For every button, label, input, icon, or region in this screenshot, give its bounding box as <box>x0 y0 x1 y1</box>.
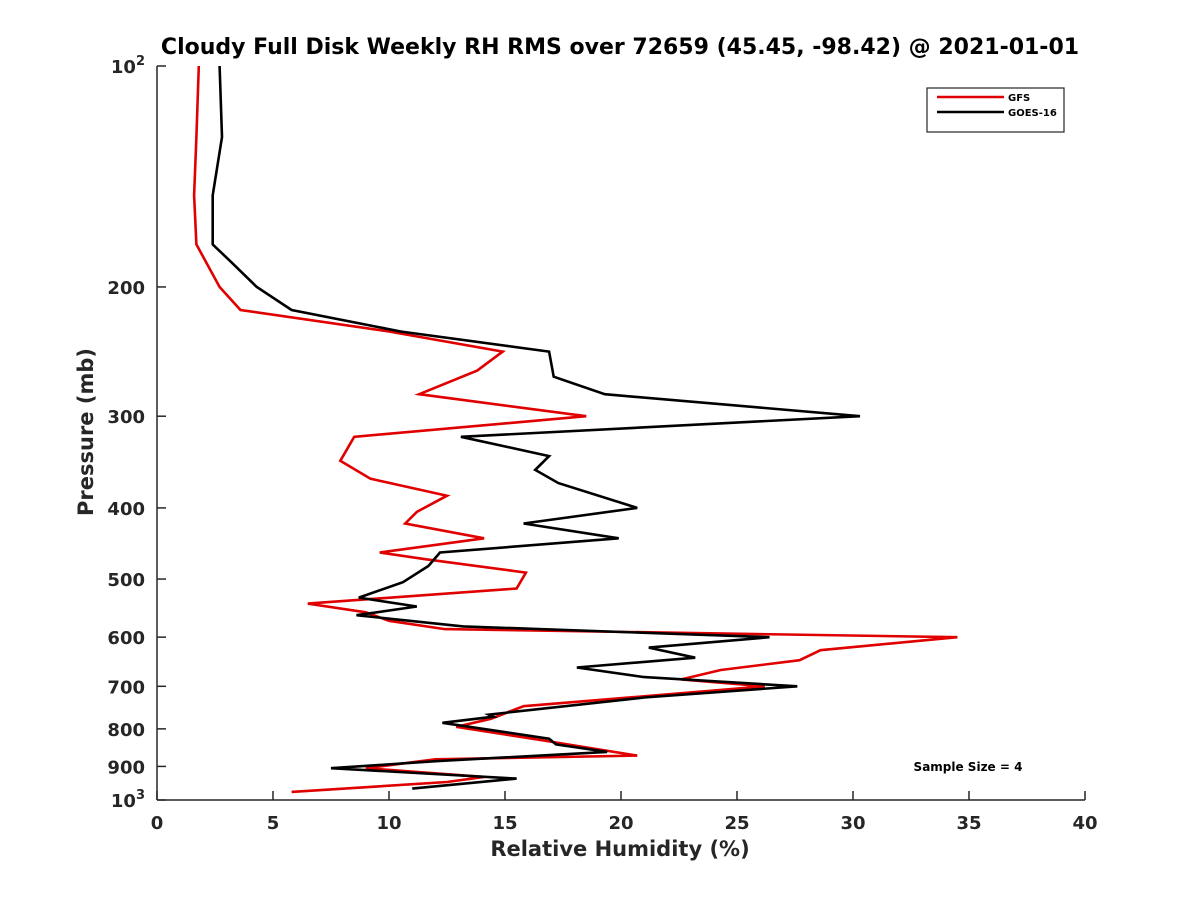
x-tick-label: 0 <box>151 813 164 834</box>
sample-size-annotation: Sample Size = 4 <box>914 760 1023 774</box>
y-tick-label: 103 <box>111 788 145 812</box>
x-tick-label: 30 <box>840 813 865 834</box>
chart-title: Cloudy Full Disk Weekly RH RMS over 7265… <box>161 35 1079 60</box>
x-tick-label: 20 <box>608 813 633 834</box>
y-tick-label: 200 <box>107 278 145 299</box>
x-axis-label: Relative Humidity (%) <box>490 837 749 861</box>
x-tick-label: 35 <box>956 813 981 834</box>
legend-label: GOES-16 <box>1008 108 1057 119</box>
legend-label: GFS <box>1008 93 1030 104</box>
y-tick-label: 600 <box>107 628 145 649</box>
y-tick-label: 400 <box>107 499 145 520</box>
y-tick-label: 300 <box>107 407 145 428</box>
y-tick-label: 900 <box>107 757 145 778</box>
y-tick-label: 500 <box>107 570 145 591</box>
x-tick-label: 25 <box>724 813 749 834</box>
legend-box <box>926 87 1065 133</box>
series-line-goes-16 <box>211 65 861 790</box>
x-tick-label: 5 <box>267 813 280 834</box>
series-layer <box>192 65 958 794</box>
legend: GFS GOES-16 <box>926 87 1065 133</box>
y-axis-label: Pressure (mb) <box>74 348 98 516</box>
x-tick-label: 40 <box>1072 813 1097 834</box>
x-tick-label: 10 <box>376 813 401 834</box>
x-tick-label: 15 <box>492 813 517 834</box>
axes: 0 5 10 15 20 25 30 35 40 102 200 300 400 500 600 700 800… <box>107 54 1097 834</box>
y-tick-label: 800 <box>107 720 145 741</box>
series-line-gfs <box>192 65 958 794</box>
y-tick-label: 102 <box>111 54 145 78</box>
y-tick-label: 700 <box>107 677 145 698</box>
